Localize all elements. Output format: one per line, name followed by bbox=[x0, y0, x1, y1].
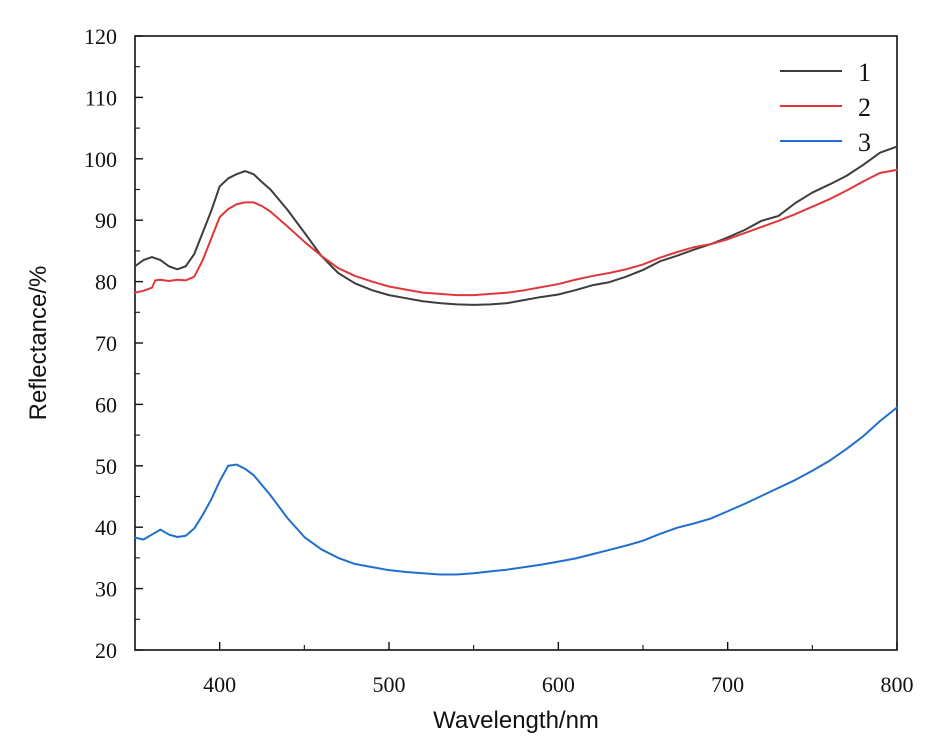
x-tick-label: 400 bbox=[203, 672, 236, 697]
series-layer bbox=[134, 145, 898, 576]
y-tick-label: 40 bbox=[95, 515, 117, 540]
y-tick-label: 60 bbox=[95, 392, 117, 417]
series-line-2 bbox=[134, 168, 898, 297]
y-axis-title: Reflectance/% bbox=[25, 266, 52, 421]
y-tick-label: 70 bbox=[95, 331, 117, 356]
y-tick-label: 100 bbox=[84, 147, 117, 172]
plot-frame-layer bbox=[134, 35, 898, 651]
x-tick-label: 600 bbox=[542, 672, 575, 697]
y-tick-label: 110 bbox=[85, 85, 117, 110]
plot-frame bbox=[134, 35, 898, 651]
x-tick-label: 800 bbox=[881, 672, 914, 697]
ticks-layer: 20 30 40 50 60 70 80 90 100 110 120 400 500 600 700 800 bbox=[84, 24, 914, 697]
legend: 1 2 3 bbox=[780, 58, 871, 157]
y-tick-label: 30 bbox=[95, 577, 117, 602]
y-tick-label: 20 bbox=[95, 638, 117, 663]
y-tick-label: 120 bbox=[84, 24, 117, 49]
legend-label-2: 2 bbox=[858, 93, 871, 122]
y-tick-label: 80 bbox=[95, 270, 117, 295]
x-tick-label: 700 bbox=[711, 672, 744, 697]
series-line-1 bbox=[134, 145, 898, 306]
x-axis-title: Wavelength/nm bbox=[433, 707, 599, 734]
legend-label-1: 1 bbox=[858, 58, 871, 87]
y-tick-label: 50 bbox=[95, 454, 117, 479]
series-line-3 bbox=[134, 406, 898, 576]
y-tick-label: 90 bbox=[95, 208, 117, 233]
x-tick-label: 500 bbox=[373, 672, 406, 697]
legend-label-3: 3 bbox=[858, 128, 871, 157]
